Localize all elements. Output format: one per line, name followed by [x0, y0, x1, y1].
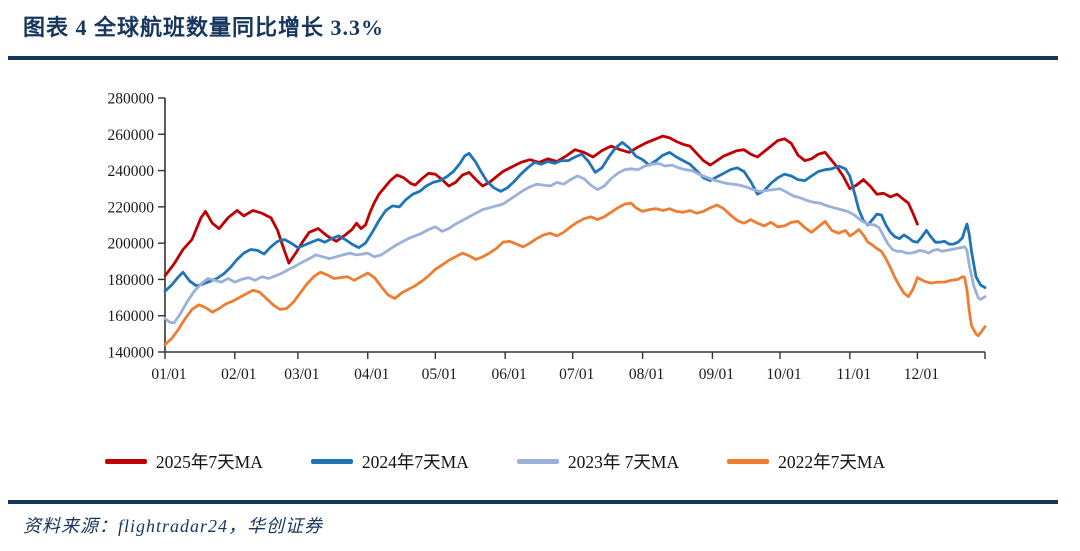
legend-label-2025: 2025年7天MA	[155, 452, 263, 472]
legend-swatch-2025	[104, 459, 147, 464]
series-line-2025	[163, 134, 919, 278]
y-tick-label: 220000	[108, 199, 155, 216]
x-tick-label: 09/01	[699, 366, 734, 383]
y-tick-label: 280000	[108, 91, 155, 108]
legend-label-2022: 2022年7天MA	[778, 452, 886, 472]
source-note: 资料来源：flightradar24，华创证券	[23, 516, 324, 536]
legend-item-2022: 2022年7天MA	[727, 449, 885, 474]
x-tick-label: 07/01	[559, 366, 594, 383]
figure-title: 图表 4 全球航班数量同比增长 3.3%	[23, 15, 385, 40]
y-tick-label: 180000	[108, 272, 155, 289]
title-divider	[8, 56, 1058, 60]
x-tick-label: 12/01	[904, 366, 939, 383]
legend-label-2024: 2024年7天MA	[361, 452, 469, 472]
legend-item-2024: 2024年7天MA	[310, 449, 469, 474]
footer-divider	[8, 500, 1058, 504]
x-tick-label: 08/01	[629, 366, 664, 383]
series-line-2024	[163, 140, 987, 293]
series-line-2022	[163, 201, 987, 347]
x-tick-label: 03/01	[284, 366, 319, 383]
x-tick-label: 04/01	[354, 366, 389, 383]
x-tick-label: 01/01	[151, 366, 186, 383]
series-line-2023	[163, 161, 987, 325]
y-tick-label: 200000	[108, 236, 155, 253]
y-tick-label: 140000	[108, 345, 155, 362]
chart-canvas: 140000 160000 180000 200000 220000 240000 2600…	[108, 91, 987, 383]
x-tick-label: 06/01	[492, 366, 527, 383]
x-tick-label: 10/01	[766, 366, 801, 383]
legend-swatch-2023	[516, 459, 559, 464]
legend-label-2023: 2023年 7天MA	[567, 452, 680, 472]
y-tick-label: 260000	[108, 127, 155, 144]
legend-item-2025: 2025年7天MA	[104, 449, 263, 474]
y-tick-label: 240000	[108, 163, 155, 180]
chart-legend: 2025年7天MA 2024年7天MA 2023年 7天MA 2022年7天MA	[0, 449, 1080, 474]
legend-item-2023: 2023年 7天MA	[516, 449, 680, 474]
x-tick-label: 02/01	[221, 366, 256, 383]
legend-swatch-2024	[310, 459, 353, 464]
x-tick-label: 05/01	[422, 366, 457, 383]
legend-swatch-2022	[727, 459, 770, 464]
y-tick-label: 160000	[108, 308, 155, 325]
x-tick-label: 11/01	[836, 366, 871, 383]
